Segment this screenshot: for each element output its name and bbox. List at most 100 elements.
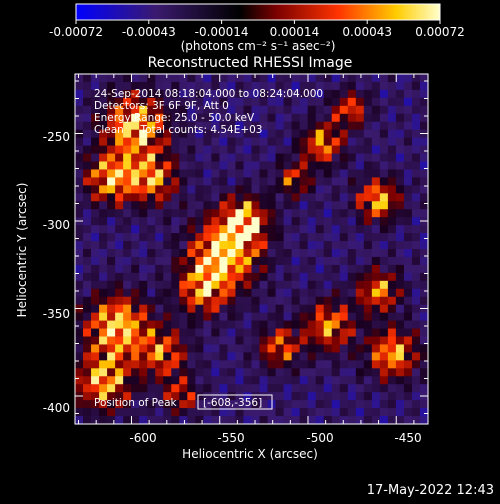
heatmap-pixel [251,312,261,322]
heatmap-pixel [267,121,277,131]
heatmap-pixel [99,97,108,107]
heatmap-pixel [339,233,349,242]
heatmap-pixel [379,256,389,266]
heatmap-pixel [275,105,285,115]
heatmap-pixel [315,384,325,393]
heatmap-pixel [99,272,108,282]
heatmap-pixel [363,304,373,314]
heatmap-pixel [315,177,325,186]
heatmap-pixel [291,217,301,226]
heatmap-pixel [267,193,277,202]
heatmap-pixel [195,145,204,155]
x-tick-label: -500 [306,431,333,445]
heatmap-pixel [147,344,156,353]
heatmap-pixel [371,264,381,274]
heatmap-pixel [115,280,124,290]
heatmap-pixel [379,304,389,314]
heatmap-pixel [315,408,325,417]
heatmap-pixel [371,74,381,83]
heatmap-pixel [99,105,108,115]
heatmap-pixel [299,81,309,91]
heatmap-pixel [371,392,381,401]
heatmap-pixel [179,376,188,385]
heatmap-pixel [347,137,357,147]
heatmap-pixel [395,185,405,194]
heatmap-pixel [395,312,405,322]
heatmap-pixel [107,137,116,147]
heatmap-pixel [171,97,180,107]
heatmap-pixel [155,392,164,401]
heatmap-pixel [235,416,245,425]
heatmap-pixel [171,185,180,194]
heatmap-pixel [411,352,421,361]
heatmap-pixel [347,400,357,409]
heatmap-pixel [123,400,132,409]
heatmap-pixel [347,177,357,186]
heatmap-pixel [227,384,237,393]
heatmap-pixel [347,320,357,330]
heatmap-pixel [395,121,405,131]
heatmap-pixel [363,360,373,369]
heatmap-pixel [395,368,405,377]
heatmap-pixel [379,272,389,282]
heatmap-pixel [371,105,381,115]
heatmap-pixel [299,153,309,163]
heatmap-pixel [331,360,341,369]
heatmap-pixel [259,185,269,194]
heatmap-pixel [163,328,172,338]
heatmap-pixel [347,225,357,234]
heatmap-pixel [323,376,333,385]
heatmap-pixel [275,81,285,91]
heatmap-pixel [243,217,253,226]
heatmap-pixel [411,360,421,369]
heatmap-pixel [363,225,373,234]
heatmap-pixel [235,201,245,210]
heatmap-pixel [419,121,429,131]
heatmap-pixel [171,344,180,353]
heatmap-pixel [299,137,309,147]
heatmap-pixel [315,193,325,202]
heatmap-pixel [163,384,172,393]
heatmap-pixel [227,360,237,369]
heatmap-pixel [291,288,301,298]
heatmap-pixel [83,368,92,377]
heatmap-pixel [275,376,285,385]
heatmap-pixel [403,121,413,131]
heatmap-pixel [83,264,92,274]
heatmap-pixel [363,145,373,155]
heatmap-pixel [323,201,333,210]
heatmap-pixel [411,336,421,346]
heatmap-pixel [219,161,229,171]
heatmap-pixel [355,121,365,131]
heatmap-pixel [83,304,92,314]
heatmap-pixel [155,241,164,250]
heatmap-pixel [355,312,365,322]
heatmap-pixel [283,225,293,234]
heatmap-pixel [315,368,325,377]
heatmap-pixel [347,121,357,131]
heatmap-pixel [235,74,245,83]
heatmap-pixel [347,233,357,242]
heatmap-pixel [347,408,357,417]
heatmap-pixel [123,81,132,91]
heatmap-pixel [107,201,116,210]
heatmap-pixel [371,137,381,147]
heatmap-pixel [107,296,116,306]
heatmap-pixel [355,256,365,266]
heatmap-pixel [411,137,421,147]
heatmap-pixel [131,225,140,234]
heatmap-pixel [299,392,309,401]
heatmap-pixel [275,344,285,353]
heatmap-pixel [235,121,245,131]
heatmap-pixel [187,288,196,298]
heatmap-pixel [155,336,164,346]
heatmap-pixel [299,145,309,155]
heatmap-pixel [211,113,221,123]
heatmap-pixel [179,408,188,417]
heatmap-pixel [283,288,293,298]
heatmap-pixel [91,264,100,274]
heatmap-pixel [219,169,229,178]
heatmap-pixel [387,400,397,409]
heatmap-pixel [187,169,196,178]
heatmap-pixel [91,376,100,385]
